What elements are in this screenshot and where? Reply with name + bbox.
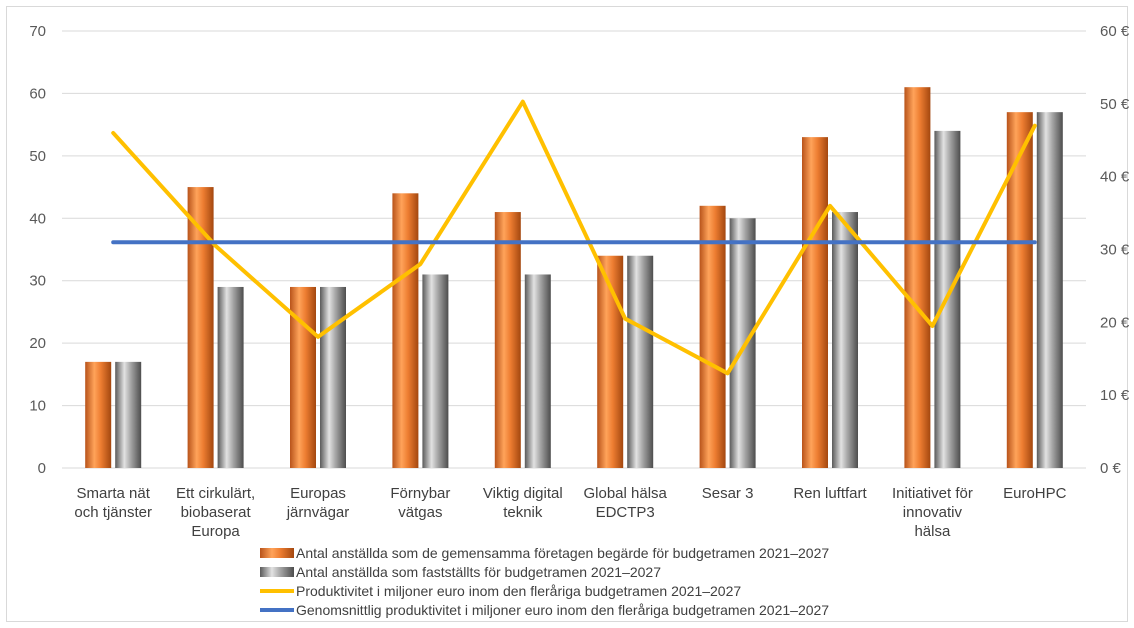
category-label: Initiativet för innovativ hälsa (892, 485, 973, 540)
y-right-tick-label: 10 € (1100, 387, 1130, 404)
bar-requested (904, 87, 931, 468)
legend-label: Antal anställda som fastställts för budg… (296, 564, 661, 580)
bar-requested (392, 193, 419, 469)
y-axis-right: 0 € 10 € 20 € 30 € 40 € 50 € 60 € (1100, 23, 1130, 477)
y-left-tick-label: 50 (29, 148, 46, 165)
y-right-tick-label: 20 € (1100, 314, 1130, 331)
legend-swatch-established (260, 567, 294, 577)
category-label: Sesar 3 (702, 485, 754, 502)
category-label: Ren luftfart (793, 485, 867, 502)
y-right-tick-label: 50 € (1100, 96, 1130, 113)
category-label: Smarta nät och tjänster (74, 485, 152, 521)
bar-established (1036, 112, 1063, 469)
y-left-tick-label: 60 (29, 85, 46, 102)
legend-swatch-requested (260, 548, 294, 558)
category-label: Viktig digital teknik (483, 485, 563, 521)
category-label: EuroHPC (1003, 485, 1067, 502)
bar-established (832, 212, 858, 468)
line-productivity (111, 99, 1037, 376)
x-axis-categories: Smarta nät och tjänster Ett cirkulärt, biob… (74, 485, 1066, 540)
bar-requested (699, 205, 726, 469)
legend-label: Antal anställda som de gemensamma företa… (296, 545, 829, 561)
bar-established (115, 361, 142, 468)
bar-established (627, 255, 654, 468)
category-label: Förnybar vätgas (390, 485, 450, 521)
bar-requested (494, 212, 521, 468)
y-right-tick-label: 0 € (1100, 460, 1122, 477)
bar-requested (802, 137, 828, 468)
y-right-tick-label: 30 € (1100, 242, 1130, 259)
y-left-tick-label: 40 (29, 210, 46, 227)
bar-established (729, 218, 756, 468)
legend: Antal anställda som de gemensamma företa… (260, 545, 829, 618)
y-axis-left: 0 10 20 30 40 50 60 70 (29, 23, 46, 477)
y-left-tick-label: 70 (29, 23, 46, 40)
y-left-tick-label: 10 (29, 398, 46, 415)
legend-label: Genomsnittlig produktivitet i miljoner e… (296, 602, 829, 618)
gridlines (62, 30, 1086, 469)
category-label: Ett cirkulärt, biobaserat Europa (176, 485, 255, 540)
category-label: Europas järnvägar (286, 485, 350, 521)
bar-requested (85, 361, 112, 468)
y-right-tick-label: 60 € (1100, 23, 1130, 40)
bar-established (320, 286, 346, 468)
bars (85, 87, 1063, 469)
category-label: Global hälsa EDCTP3 (584, 485, 668, 521)
bar-established (217, 286, 244, 468)
y-right-tick-label: 40 € (1100, 169, 1130, 186)
bar-established (422, 274, 449, 468)
legend-label: Produktivitet i miljoner euro inom den f… (296, 583, 741, 599)
bar-established (524, 274, 551, 468)
lines (111, 99, 1037, 376)
y-left-tick-label: 0 (38, 460, 46, 477)
bar-requested (187, 187, 214, 469)
y-left-tick-label: 20 (29, 335, 46, 352)
bar-requested (1006, 112, 1033, 469)
y-left-tick-label: 30 (29, 273, 46, 290)
